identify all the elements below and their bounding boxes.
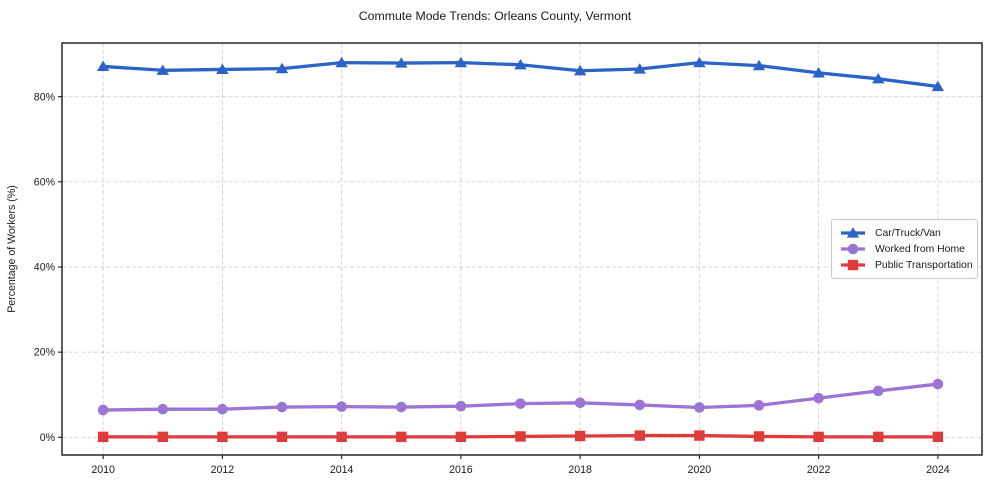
circle-marker-icon bbox=[217, 403, 228, 415]
triangle-marker-icon bbox=[335, 56, 348, 68]
triangle-marker-icon bbox=[752, 59, 766, 71]
x-tick-label: 2014 bbox=[330, 464, 354, 476]
circle-marker-icon bbox=[336, 401, 347, 412]
legend-item-worked-from-home: Worked from Home bbox=[840, 241, 971, 257]
y-tick-label: 0% bbox=[40, 432, 56, 444]
legend-label: Public Transportation bbox=[875, 259, 973, 271]
circle-marker-icon bbox=[847, 243, 859, 255]
triangle-marker-icon bbox=[633, 63, 646, 74]
x-tick-label: 2024 bbox=[926, 464, 950, 476]
square-marker-icon bbox=[574, 430, 586, 442]
triangle-marker-icon bbox=[96, 60, 110, 72]
triangle-marker-icon bbox=[812, 67, 825, 78]
triangle-marker-icon bbox=[395, 57, 408, 68]
worked-from-home-legend-key-icon bbox=[841, 243, 865, 255]
circle-marker-icon bbox=[515, 398, 526, 409]
triangle-marker-icon bbox=[156, 64, 169, 75]
square-marker-icon bbox=[515, 431, 526, 442]
square-marker-icon bbox=[932, 431, 944, 443]
circle-marker-icon bbox=[872, 385, 884, 397]
square-marker-icon bbox=[396, 431, 407, 443]
square-marker-icon bbox=[276, 431, 288, 443]
circle-marker-icon bbox=[395, 401, 407, 413]
triangle-marker-icon bbox=[872, 73, 885, 84]
square-marker-icon bbox=[336, 431, 347, 443]
square-marker-icon bbox=[753, 431, 765, 442]
circle-marker-icon bbox=[813, 392, 824, 404]
triangle-marker-icon bbox=[693, 56, 706, 68]
circle-marker-icon bbox=[276, 401, 288, 413]
triangle-marker-icon bbox=[931, 80, 945, 92]
circle-marker-icon bbox=[455, 400, 467, 412]
legend-item-public-transportation: Public Transportation bbox=[840, 257, 973, 273]
triangle-marker-icon bbox=[275, 62, 289, 74]
car-truck-van-legend-key-icon bbox=[841, 227, 865, 238]
series-worked-from-home bbox=[97, 378, 944, 416]
x-tick-label: 2010 bbox=[91, 464, 115, 476]
public-transportation-legend-key-icon bbox=[841, 259, 865, 271]
circle-marker-icon bbox=[574, 397, 586, 409]
plot-border bbox=[61, 42, 983, 456]
triangle-marker-icon bbox=[216, 63, 229, 75]
circle-marker-icon bbox=[97, 404, 109, 416]
triangle-marker-icon bbox=[573, 64, 587, 76]
square-marker-icon bbox=[157, 431, 168, 443]
triangle-marker-icon bbox=[846, 227, 860, 238]
x-tick-label: 2020 bbox=[688, 464, 712, 476]
square-marker-icon bbox=[217, 431, 228, 443]
legend: Car/Truck/Van Worked from Home Public Tran… bbox=[831, 219, 978, 279]
triangle-marker-icon bbox=[514, 58, 527, 70]
x-tick-label: 2016 bbox=[449, 464, 473, 476]
square-marker-icon bbox=[873, 431, 884, 443]
square-marker-icon bbox=[455, 431, 467, 443]
square-marker-icon bbox=[634, 430, 645, 441]
legend-label: Worked from Home bbox=[875, 243, 965, 255]
y-tick-label: 60% bbox=[34, 176, 56, 188]
legend-label: Car/Truck/Van bbox=[875, 227, 941, 239]
y-tick-label: 20% bbox=[34, 347, 56, 359]
square-marker-icon bbox=[813, 431, 824, 443]
circle-marker-icon bbox=[694, 402, 705, 413]
y-tick-label: 80% bbox=[34, 91, 56, 103]
series-public-transportation bbox=[97, 430, 944, 443]
circle-marker-icon bbox=[634, 399, 646, 411]
x-tick-label: 2012 bbox=[211, 464, 235, 476]
square-marker-icon bbox=[694, 430, 705, 441]
y-tick-label: 40% bbox=[34, 262, 56, 274]
x-tick-label: 2022 bbox=[807, 464, 831, 476]
circle-marker-icon bbox=[157, 403, 169, 415]
triangle-marker-icon bbox=[454, 56, 468, 68]
x-tick-label: 2018 bbox=[568, 464, 592, 476]
circle-marker-icon bbox=[753, 400, 765, 411]
square-marker-icon bbox=[847, 259, 859, 271]
circle-marker-icon bbox=[932, 378, 944, 390]
chart-title: Commute Mode Trends: Orleans County, Ver… bbox=[358, 9, 632, 23]
legend-item-car-truck-van: Car/Truck/Van bbox=[840, 225, 971, 241]
series-car-truck-van bbox=[96, 56, 945, 92]
square-marker-icon bbox=[97, 431, 109, 443]
